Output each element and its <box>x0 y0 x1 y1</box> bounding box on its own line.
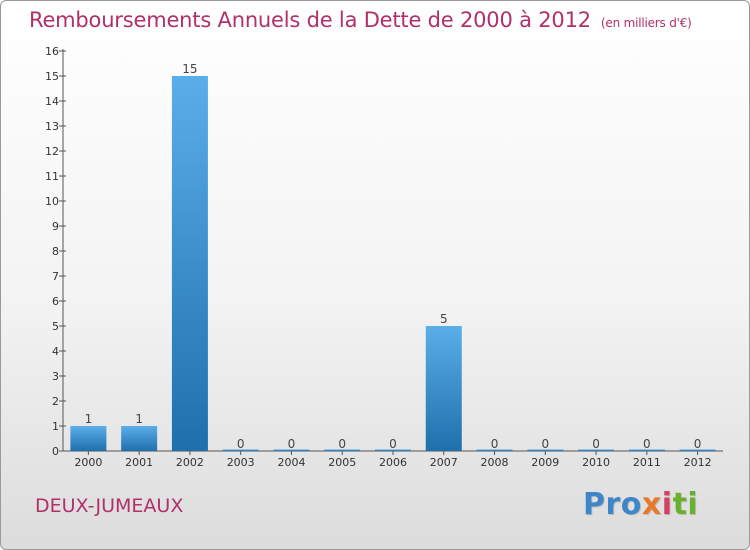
town-name: DEUX-JUMEAUX <box>35 495 184 517</box>
x-tick-label: 2009 <box>531 456 559 469</box>
x-tick-label: 2000 <box>74 456 102 469</box>
bar-2007 <box>425 326 462 451</box>
y-tick-label: 15 <box>45 70 59 83</box>
value-label: 1 <box>85 412 93 426</box>
logo-part-1: Pro <box>583 487 642 522</box>
x-tick-label: 2011 <box>633 456 661 469</box>
value-label: 0 <box>389 437 397 451</box>
y-tick-label: 7 <box>52 270 59 283</box>
value-label: 0 <box>643 437 651 451</box>
value-label: 0 <box>237 437 245 451</box>
y-tick-label: 10 <box>45 195 59 208</box>
x-tick-label: 2005 <box>328 456 356 469</box>
value-label: 0 <box>288 437 296 451</box>
bar-2012 <box>679 449 716 451</box>
x-tick-label: 2006 <box>379 456 407 469</box>
y-tick-label: 12 <box>45 145 59 158</box>
chart-title-text: Remboursements Annuels de la Dette de 20… <box>29 8 591 32</box>
y-tick-label: 11 <box>45 170 59 183</box>
x-tick-label: 2012 <box>684 456 712 469</box>
bar-2000 <box>70 426 107 451</box>
chart-unit: (en milliers d'€) <box>600 16 692 30</box>
y-tick-label: 9 <box>52 220 59 233</box>
x-tick-label: 2001 <box>125 456 153 469</box>
y-tick-label: 14 <box>45 95 59 108</box>
x-tick-label: 2010 <box>582 456 610 469</box>
bar-2002 <box>171 76 208 451</box>
y-tick-label: 16 <box>45 45 59 58</box>
chart-title: Remboursements Annuels de la Dette de 20… <box>29 8 692 32</box>
bar-2003 <box>222 449 259 451</box>
x-tick-label: 2008 <box>481 456 509 469</box>
logo-part-4: ti <box>672 487 699 522</box>
x-tick-label: 2002 <box>176 456 204 469</box>
bar-2001 <box>121 426 158 451</box>
bar-2005 <box>324 449 361 451</box>
proxiti-logo: Proxiti <box>583 487 698 522</box>
y-tick-label: 13 <box>45 120 59 133</box>
bar-2004 <box>273 449 310 451</box>
bar-2010 <box>578 449 615 451</box>
x-tick-label: 2003 <box>227 456 255 469</box>
y-tick-label: 5 <box>52 320 59 333</box>
value-label: 0 <box>491 437 499 451</box>
value-label: 5 <box>440 312 448 326</box>
value-label: 0 <box>338 437 346 451</box>
value-label: 0 <box>541 437 549 451</box>
value-label: 15 <box>182 62 197 76</box>
bar-2006 <box>375 449 411 451</box>
value-label: 0 <box>694 437 702 451</box>
value-label: 0 <box>592 437 600 451</box>
y-tick-label: 4 <box>52 345 59 358</box>
y-tick-label: 0 <box>52 445 59 458</box>
bar-2008 <box>476 449 513 451</box>
bar-2011 <box>628 449 665 451</box>
logo-part-2: x <box>641 487 662 522</box>
x-tick-label: 2004 <box>277 456 305 469</box>
y-tick-label: 2 <box>52 395 59 408</box>
y-tick-label: 8 <box>52 245 59 258</box>
value-label: 1 <box>135 412 143 426</box>
y-tick-label: 3 <box>52 370 59 383</box>
y-tick-label: 1 <box>52 420 59 433</box>
logo-part-3: i <box>661 487 673 522</box>
bar-2009 <box>527 449 564 451</box>
x-tick-label: 2007 <box>430 456 458 469</box>
y-tick-label: 6 <box>52 295 59 308</box>
